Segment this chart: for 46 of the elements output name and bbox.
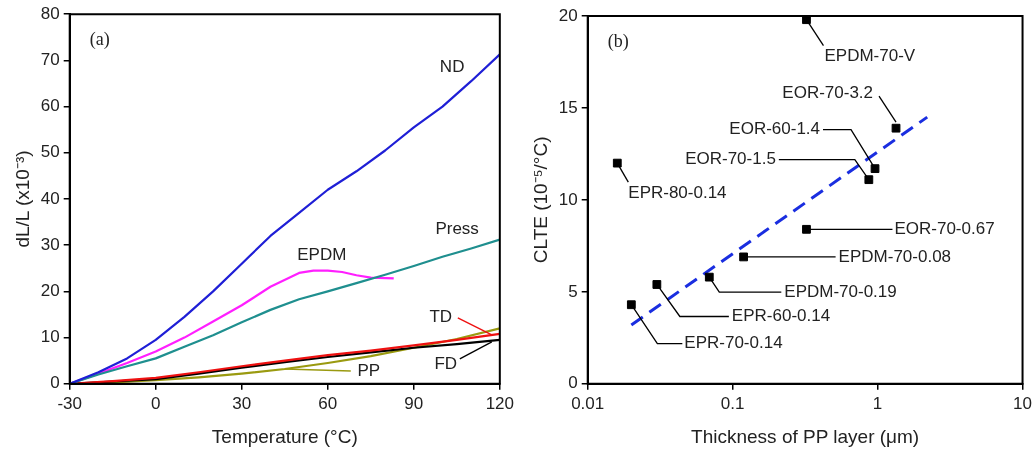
y-tick-label: 5 — [568, 281, 578, 301]
x-axis-title: Thickness of PP layer (μm) — [691, 425, 920, 447]
legend-label: PP — [357, 360, 381, 380]
annotation: EPR-80-0.14 — [628, 182, 727, 202]
y-tick-label: 50 — [40, 142, 60, 162]
annotation: EPDM-70-0.08 — [838, 246, 952, 266]
x-tick-label: 60 — [318, 393, 338, 413]
x-tick-label: 30 — [232, 393, 252, 413]
y-tick-label: 70 — [40, 50, 60, 70]
x-tick-label: 10 — [1013, 393, 1033, 413]
x-tick-label: 90 — [404, 393, 424, 413]
annotation: EOR-70-1.5 — [685, 149, 776, 169]
x-tick-label: 0.1 — [720, 393, 745, 413]
annotation: EOR-70-3.2 — [782, 82, 874, 102]
annotation: (b) — [607, 30, 629, 52]
annotation: EOR-60-1.4 — [729, 119, 821, 139]
series-label: ND — [439, 56, 465, 76]
x-tick-label: -30 — [57, 393, 82, 413]
y-tick-label: 40 — [40, 188, 60, 208]
y-tick-label: 15 — [558, 97, 578, 117]
annotation: EPDM-70-V — [824, 46, 916, 66]
y-tick-label: 80 — [40, 3, 60, 23]
series-label: Press — [435, 219, 479, 239]
x-tick-label: 0 — [151, 393, 161, 413]
annotation: EOR-70-0.67 — [894, 219, 995, 239]
series-label: TD — [429, 306, 453, 326]
series-label: FD — [434, 353, 458, 373]
y-axis-title: dL/L (x10⁻³) — [11, 150, 33, 248]
y-tick-label: 20 — [40, 281, 60, 301]
y-tick-label: 20 — [558, 5, 578, 25]
y-tick-label: 60 — [40, 96, 60, 116]
x-tick-label: 1 — [872, 393, 883, 413]
y-tick-label: 10 — [558, 189, 578, 209]
y-tick-label: 0 — [50, 373, 60, 393]
x-tick-label: 120 — [485, 393, 515, 413]
annotation: EPR-60-0.14 — [731, 306, 831, 326]
y-tick-label: 30 — [40, 234, 60, 254]
x-tick-label: 0.01 — [571, 393, 605, 413]
x-axis-title: Temperature (°C) — [211, 425, 358, 447]
y-tick-label: 10 — [40, 327, 60, 347]
series-label: EPDM — [297, 245, 347, 265]
y-tick-label: 0 — [568, 373, 578, 393]
annotation: EPDM-70-0.19 — [784, 281, 897, 301]
annotation: EPR-70-0.14 — [684, 333, 783, 353]
annotation: (a) — [89, 28, 110, 50]
y-axis-title: CLTE (10⁻⁵/°C) — [529, 136, 551, 264]
